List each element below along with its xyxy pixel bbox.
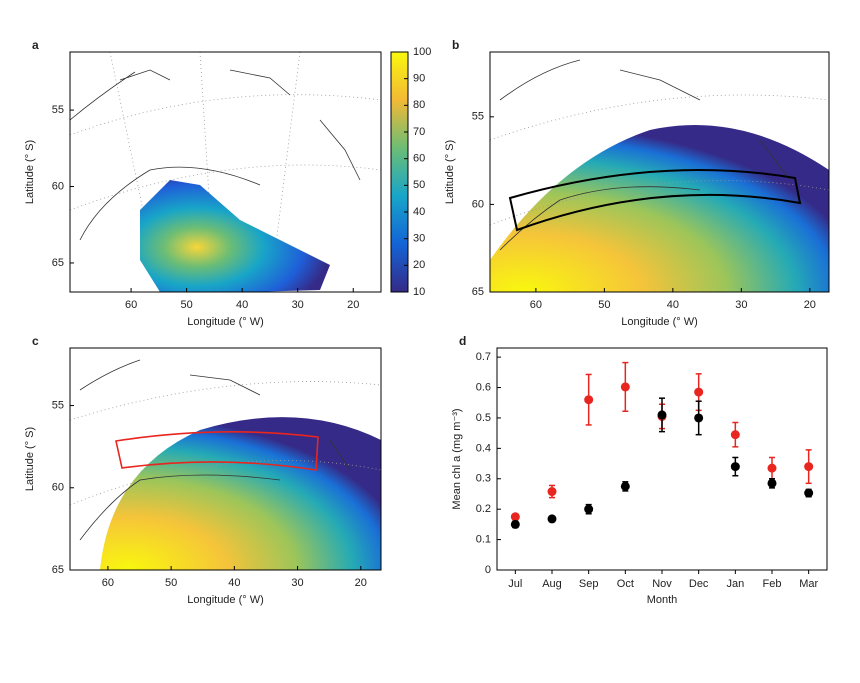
colorbar-tick-label: 20 <box>413 259 425 271</box>
chl-field <box>140 180 330 292</box>
frame <box>496 347 828 571</box>
point <box>804 488 814 498</box>
x-tick-label: Jan <box>726 578 744 590</box>
y-tick-label: 55 <box>52 104 64 116</box>
colorbar-tick-label: 80 <box>413 99 425 111</box>
point <box>510 512 520 522</box>
y-axis-label: Latitude (° S) <box>24 140 36 204</box>
y-tick-label: 65 <box>52 564 64 576</box>
y-tick-label: 0.2 <box>476 503 491 515</box>
y-tick-label: 60 <box>52 482 64 494</box>
point <box>620 382 630 392</box>
x-axis-label: Longitude (° W) <box>187 316 264 328</box>
x-tick-label: 30 <box>291 577 303 589</box>
colorbar-tick-label: 90 <box>413 73 425 85</box>
x-axis-label: Longitude (° W) <box>187 594 264 606</box>
point <box>620 481 630 491</box>
x-axis-label: Month <box>647 594 678 606</box>
y-axis-label: Mean chl a (mg m⁻³) <box>451 408 463 509</box>
colorbar-tick-label: 60 <box>413 153 425 165</box>
colorbar <box>390 51 409 293</box>
x-tick-label: Aug <box>542 578 562 590</box>
x-tick-label: 50 <box>165 577 177 589</box>
y-tick-label: 0.5 <box>476 412 491 424</box>
map-c <box>70 359 381 570</box>
y-tick-label: 55 <box>52 399 64 411</box>
chl-field <box>490 125 829 292</box>
y-axis-label: Latitude (° S) <box>444 140 456 204</box>
x-tick-label: 40 <box>236 299 248 311</box>
chl-field <box>100 417 381 570</box>
colorbar-tick-label: 40 <box>413 206 425 218</box>
colorbar-tick-label: 70 <box>413 126 425 138</box>
y-tick-label: 60 <box>52 180 64 192</box>
frame <box>69 347 382 571</box>
panel-label: a <box>32 38 39 52</box>
x-tick-label: Oct <box>617 578 634 590</box>
x-tick-label: 20 <box>355 577 367 589</box>
region-box <box>508 169 802 232</box>
panel-label: c <box>32 334 39 348</box>
y-tick-label: 65 <box>472 286 484 298</box>
y-tick-label: 0 <box>485 564 491 576</box>
colorbar-tick-label: 10 <box>413 286 425 298</box>
point <box>547 514 557 524</box>
y-tick-label: 0.7 <box>476 351 491 363</box>
point <box>547 487 557 497</box>
y-tick-label: 65 <box>52 257 64 269</box>
point <box>694 387 704 397</box>
y-tick-label: 0.3 <box>476 473 491 485</box>
x-tick-label: Feb <box>763 578 782 590</box>
point <box>730 462 740 472</box>
x-tick-label: 50 <box>598 299 610 311</box>
x-tick-label: Sep <box>579 578 599 590</box>
x-tick-label: 20 <box>347 299 359 311</box>
point <box>767 478 777 488</box>
map-b <box>490 59 829 292</box>
x-tick-label: 30 <box>735 299 747 311</box>
point <box>730 430 740 440</box>
x-tick-label: Nov <box>652 578 672 590</box>
y-tick-label: 0.4 <box>476 442 491 454</box>
y-tick-label: 0.6 <box>476 381 491 393</box>
y-tick-label: 0.1 <box>476 533 491 545</box>
x-tick-label: 60 <box>102 577 114 589</box>
y-tick-label: 55 <box>472 111 484 123</box>
x-axis-label: Longitude (° W) <box>621 316 698 328</box>
panel-label: d <box>459 334 466 348</box>
x-tick-label: 40 <box>228 577 240 589</box>
x-tick-label: 30 <box>292 299 304 311</box>
x-tick-label: 60 <box>530 299 542 311</box>
frame <box>489 51 830 293</box>
colorbar-tick-label: 100 <box>413 46 431 58</box>
x-tick-label: Mar <box>799 578 818 590</box>
y-axis-label: Latitude (° S) <box>24 427 36 491</box>
point <box>584 504 594 514</box>
point <box>584 395 594 405</box>
x-tick-label: Dec <box>689 578 709 590</box>
region-box <box>115 431 319 471</box>
x-tick-label: Jul <box>508 578 522 590</box>
point <box>804 462 814 472</box>
point <box>694 413 704 423</box>
panel-label: b <box>452 38 459 52</box>
y-tick-label: 60 <box>472 198 484 210</box>
x-tick-label: 20 <box>804 299 816 311</box>
colorbar-tick-label: 30 <box>413 233 425 245</box>
frame <box>69 51 382 293</box>
point <box>657 410 667 420</box>
x-tick-label: 40 <box>667 299 679 311</box>
x-tick-label: 60 <box>125 299 137 311</box>
point <box>510 519 520 529</box>
x-tick-label: 50 <box>181 299 193 311</box>
colorbar-tick-label: 50 <box>413 179 425 191</box>
point <box>767 463 777 473</box>
map-a <box>70 52 381 292</box>
